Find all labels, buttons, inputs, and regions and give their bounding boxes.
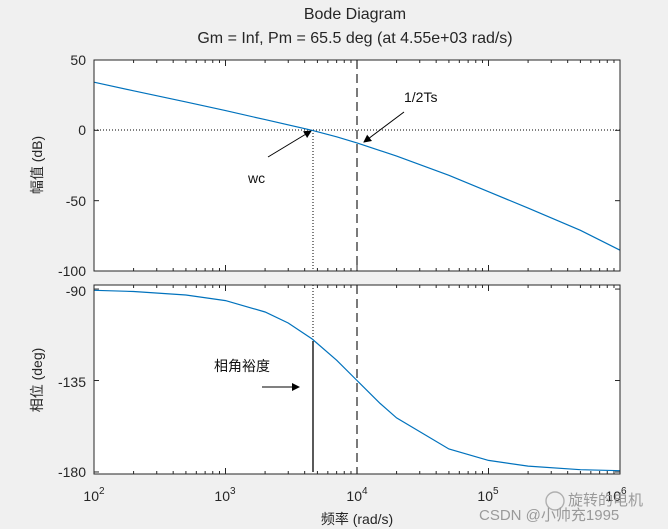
x-tick-labels: 102 103 104 105 106 (83, 486, 627, 504)
magnitude-ylabel: 幅值 (dB) (29, 136, 45, 194)
xtick-1e4: 104 (346, 486, 368, 504)
magnitude-curve (93, 81, 621, 251)
xtick-1e3: 103 (214, 486, 236, 504)
watermark-channel: 旋转的电机 (568, 492, 643, 509)
magnitude-axes: 50 0 -50 -100 幅值 (dB) (29, 52, 621, 279)
magnitude-axes-box (93, 59, 621, 272)
watermark-csdn: CSDN @小帅充1995 (479, 507, 619, 524)
xtick-1e2: 102 (83, 486, 105, 504)
chart-title: Bode Diagram (304, 6, 406, 23)
mag-ytick-50: 50 (70, 52, 86, 68)
phase-margin-label: 相角裕度 (214, 358, 270, 374)
half-ts-label: 1/2Ts (404, 89, 437, 105)
phase-ytick-minus90: -90 (66, 283, 86, 299)
phase-ylabel: 相位 (deg) (29, 348, 45, 413)
phase-axes-box (93, 284, 621, 475)
mag-ytick-minus100: -100 (58, 263, 86, 279)
mag-ytick-minus50: -50 (66, 193, 86, 209)
mag-ytick-0: 0 (78, 122, 86, 138)
xtick-1e6: 106 (605, 486, 627, 504)
annotations: wc 1/2Ts 相角裕度 (214, 89, 437, 391)
half-ts-arrow (363, 111, 405, 143)
watermark-logo-icon (545, 491, 565, 511)
xtick-1e5: 105 (477, 486, 499, 504)
wc-arrow (267, 130, 312, 158)
phase-y-tick-labels: -90 -135 -180 (58, 283, 86, 480)
phase-ytick-minus180: -180 (58, 464, 86, 480)
wc-label: wc (247, 170, 265, 186)
phase-axes: -90 -135 -180 相位 (deg) (29, 283, 621, 480)
magnitude-y-tick-labels: 50 0 -50 -100 (58, 52, 86, 279)
phase-ytick-minus135: -135 (58, 374, 86, 390)
phase-curve (93, 289, 621, 472)
watermark: 旋转的电机 CSDN @小帅充1995 (479, 491, 643, 524)
x-axis-label: 频率 (rad/s) (321, 511, 393, 527)
chart-subtitle: Gm = Inf, Pm = 65.5 deg (at 4.55e+03 rad… (197, 30, 512, 47)
